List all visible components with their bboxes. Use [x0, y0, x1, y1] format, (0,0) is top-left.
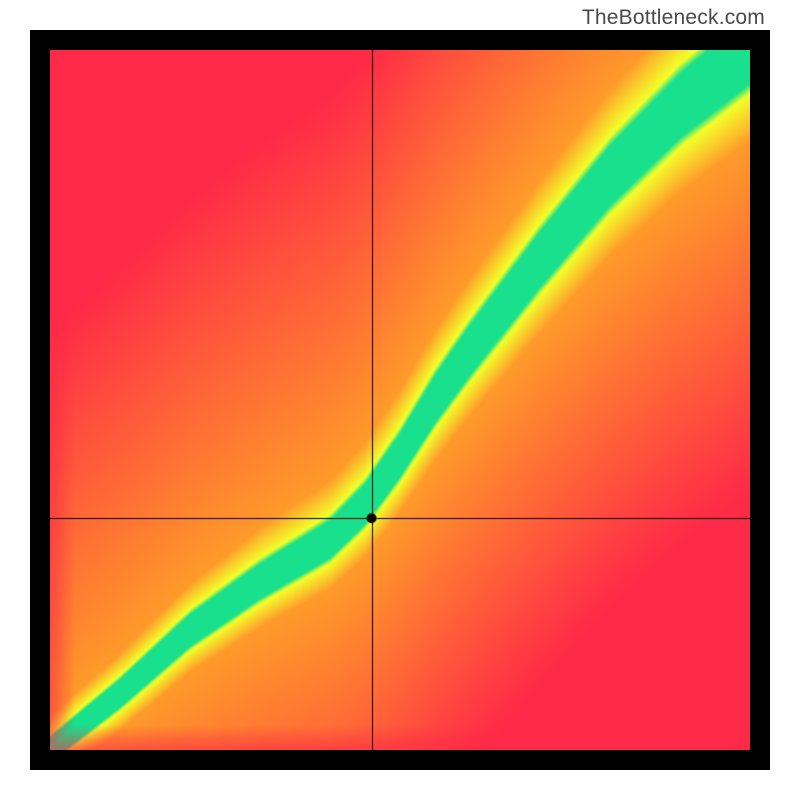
watermark-text: TheBottleneck.com	[582, 6, 765, 30]
heatmap-plot	[50, 50, 750, 750]
chart-frame	[30, 30, 770, 770]
chart-container: TheBottleneck.com	[0, 0, 800, 800]
heatmap-canvas	[50, 50, 750, 750]
